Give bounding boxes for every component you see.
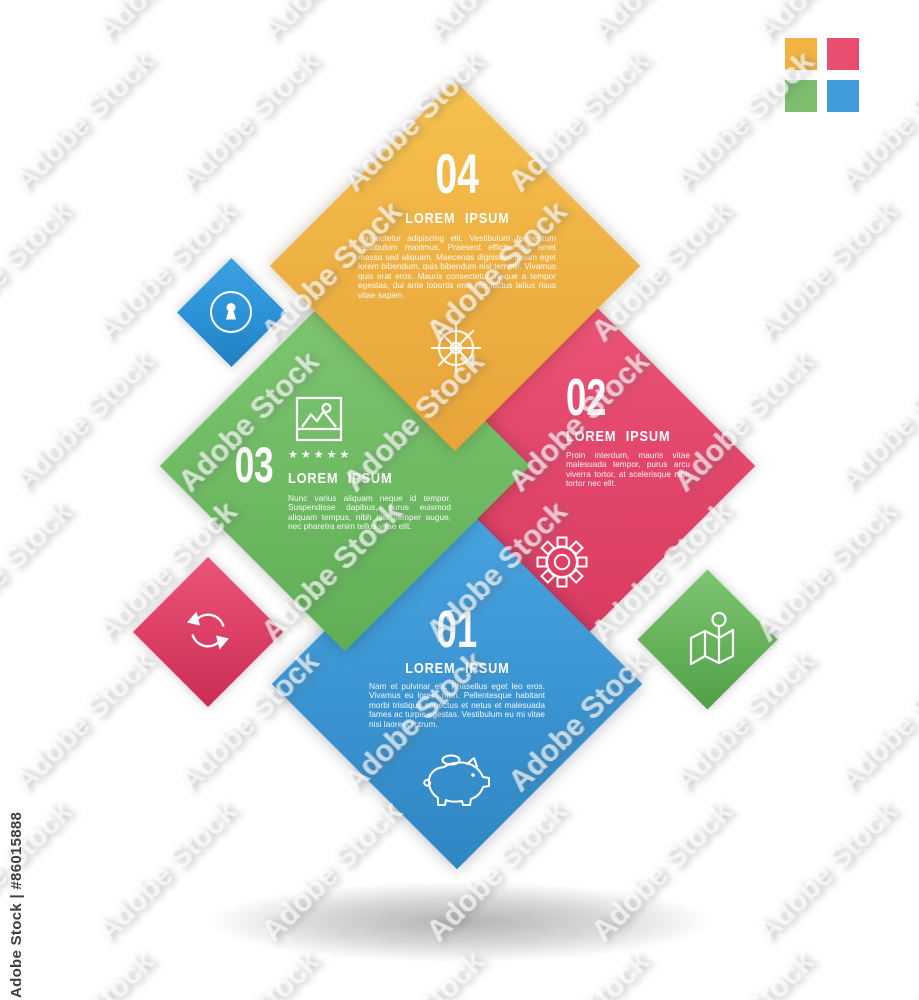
refresh-icon — [180, 604, 236, 658]
rating-stars: ★★★★★ — [288, 449, 353, 461]
step-04-number: 04 — [435, 142, 479, 205]
adobe-stock-watermark: Adobe Stock — [914, 495, 919, 649]
logo-square-green — [785, 80, 817, 112]
step-02-body: Proin interdum, mauris vitae malesuada t… — [566, 450, 690, 489]
step-02-title: LOREM IPSUM — [566, 428, 671, 445]
step-03-title: LOREM IPSUM — [288, 470, 393, 487]
adobe-stock-watermark: Adobe Stock — [90, 0, 244, 49]
keyhole-icon — [208, 289, 254, 335]
adobe-stock-watermark: Adobe Stock — [585, 0, 739, 49]
adobe-stock-watermark: Adobe Stock — [420, 0, 574, 49]
step-03-number: 03 — [235, 437, 274, 493]
adobe-stock-watermark: Adobe Stock — [0, 195, 78, 349]
ground-shadow — [110, 866, 810, 978]
adobe-stock-watermark: Adobe Stock — [914, 795, 919, 949]
step-01-title: LOREM IPSUM — [404, 660, 510, 677]
logo-square-blue — [827, 80, 859, 112]
adobe-stock-watermark: Adobe Stock — [0, 495, 78, 649]
adobe-stock-watermark: Adobe Stock — [6, 345, 160, 499]
step-02-number: 02 — [566, 369, 607, 427]
map-pin-icon — [681, 610, 737, 670]
adobe-stock-watermark: Adobe Stock — [831, 645, 919, 799]
step-02-content: 02 LOREM IPSUM Proin interdum, mauris vi… — [566, 369, 696, 488]
adobe-stock-watermark: Adobe Stock — [915, 0, 919, 49]
step-01-number: 01 — [436, 601, 478, 659]
adobe-stock-watermark: Adobe Stock — [832, 945, 919, 1000]
gear-icon — [533, 533, 591, 591]
adobe-stock-watermark: Adobe Stock — [831, 345, 919, 499]
four-squares-logo — [785, 38, 860, 112]
step-04-title: LOREM IPSUM — [404, 210, 510, 227]
step-01-content: 01 LOREM IPSUM Nam et pulvinar elit. Pha… — [368, 601, 546, 729]
step-03-body: Nunc varius aliquam neque id tempor. Sus… — [288, 493, 451, 532]
piggy-bank-icon — [419, 750, 495, 812]
ship-wheel-icon — [430, 322, 482, 374]
stock-id-label: Adobe Stock | #86015888 — [8, 811, 25, 998]
step-04-body: consectetur adipiscing elit. Vestibulum … — [358, 233, 556, 300]
adobe-stock-watermark: Adobe Stock — [171, 45, 325, 199]
photo-icon — [295, 396, 343, 442]
step-04-content: 04 LOREM IPSUM consectetur adipiscing el… — [352, 142, 562, 300]
adobe-stock-watermark: Adobe Stock — [749, 495, 903, 649]
logo-square-yellow — [785, 38, 817, 70]
adobe-stock-watermark: Adobe Stock — [0, 0, 79, 49]
adobe-stock-watermark: Adobe Stock — [914, 195, 919, 349]
adobe-stock-watermark: Adobe Stock — [749, 195, 903, 349]
step-01-body: Nam et pulvinar elit. Phasellus eget leo… — [369, 681, 545, 729]
adobe-stock-watermark: Adobe Stock — [6, 45, 160, 199]
adobe-stock-watermark: Adobe Stock — [255, 0, 409, 49]
logo-square-pink — [827, 38, 859, 70]
